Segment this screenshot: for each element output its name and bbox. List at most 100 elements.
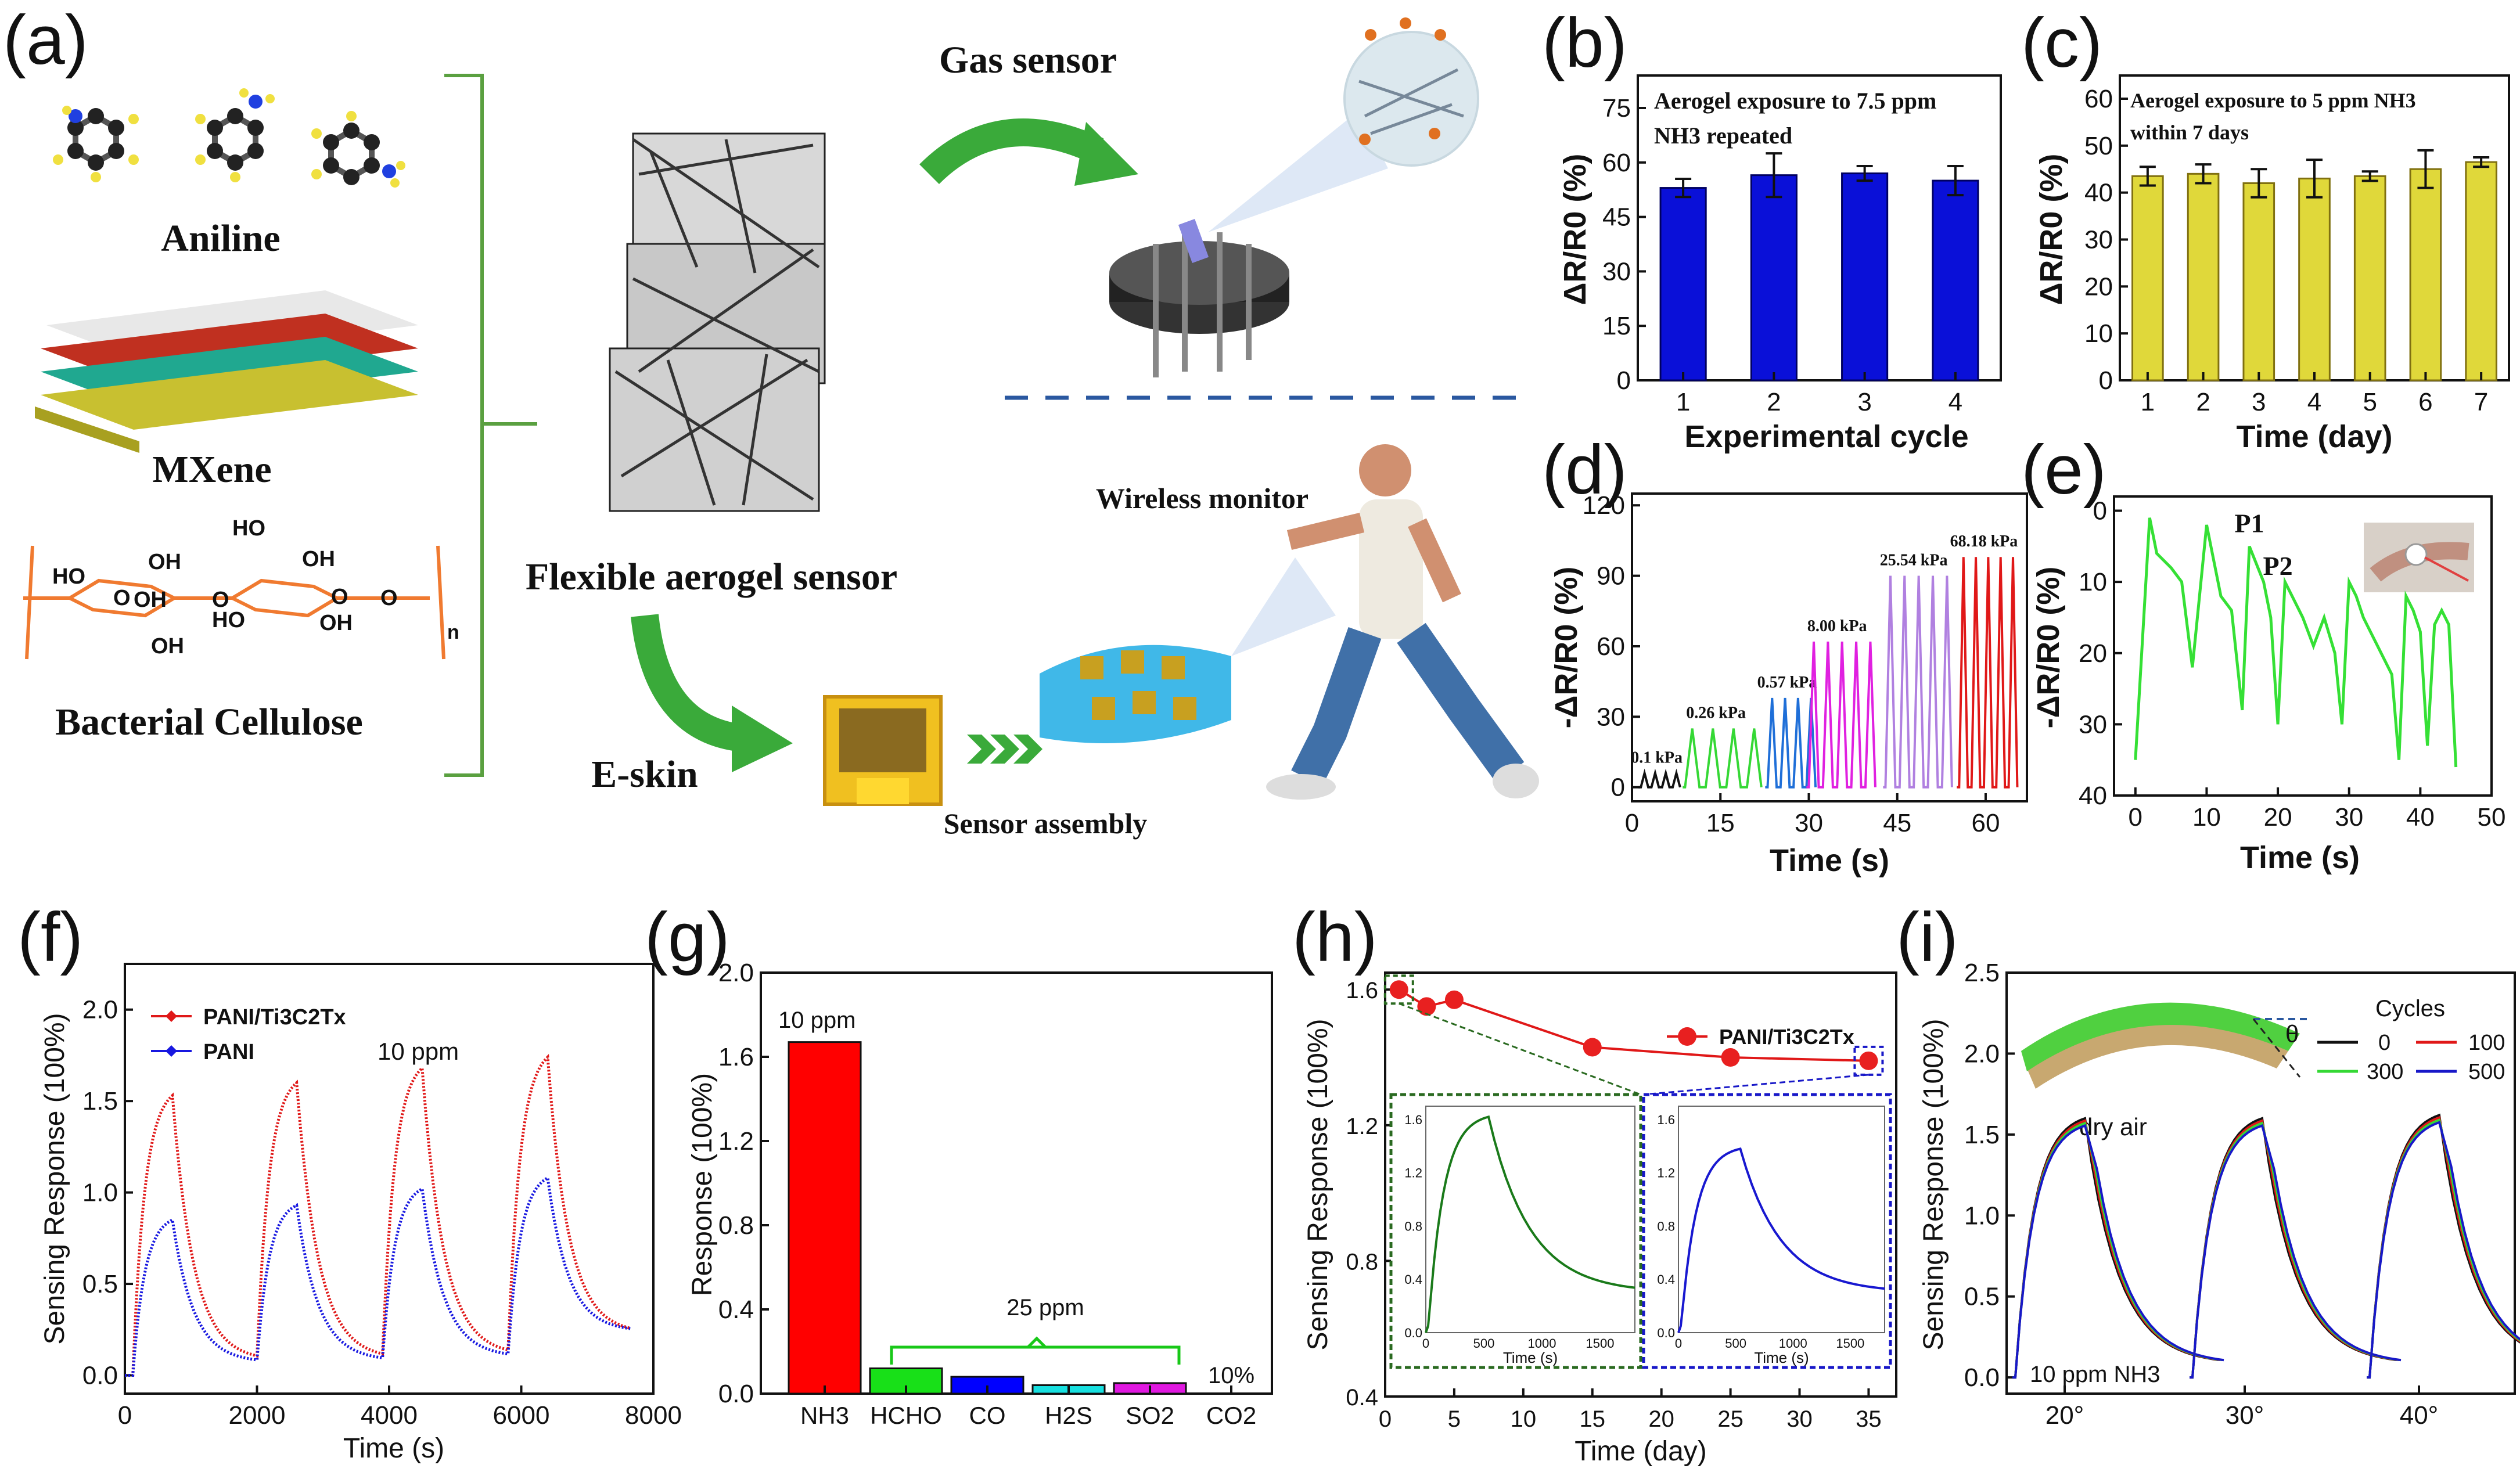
bar — [2131, 175, 2164, 382]
data-point — [1583, 1038, 1602, 1057]
y-tick-label: 0.0 — [82, 1362, 118, 1390]
x-tick-label: HCHO — [870, 1402, 942, 1429]
y-axis-label: Response (100%) — [687, 1073, 718, 1296]
x-tick-label: 2000 — [229, 1401, 286, 1430]
x-tick-label: 50 — [2478, 803, 2506, 832]
x-tick-label: 5 — [1448, 1406, 1461, 1432]
chart-frame — [2113, 495, 2493, 797]
x-tick-label: 20 — [2264, 803, 2292, 832]
bar — [788, 1041, 862, 1395]
gas-sensor-device-icon — [1109, 17, 1479, 377]
x-tick-label: 0 — [1675, 1336, 1682, 1351]
panel-b: (b) Aerogel exposure to 7.5 ppm NH3 repe… — [1542, 4, 2002, 454]
chart-frame — [1637, 74, 2002, 382]
aerogel-cube-icon — [609, 132, 826, 512]
chart-plot: 0.0 0.5 1.0 1.5 2.0 0 2000 4000 6000 8000 PANI/Ti3… — [82, 996, 682, 1430]
panel-c: (c) Aerogel exposure to 5 ppm NH3 within… — [2021, 4, 2510, 454]
bar — [2298, 177, 2331, 382]
legend-label: 500 — [2468, 1060, 2505, 1084]
x-tick-label: 20° — [2046, 1401, 2084, 1430]
x-tick-label: 30 — [1786, 1406, 1813, 1432]
y-tick-label: 0.0 — [1404, 1326, 1422, 1340]
panel-f: (f) Time (s) Sensing Response (100%) 10 … — [17, 898, 682, 1464]
bar — [1750, 174, 1798, 382]
sensor-assembly-icon — [1040, 645, 1231, 743]
data-label: 0.26 kPa — [1686, 704, 1746, 722]
data-point — [1721, 1048, 1740, 1067]
chart-plot: 0.0 0.5 1.0 1.5 2.0 2.5 20° 30° 40° — [1964, 959, 2520, 1430]
panel-i: (i) Sensing Response (100%) θ Cycles 0 1… — [1896, 898, 2520, 1430]
chart-plot: 0 10 20 30 40 50 60 1 2 3 4 5 6 7 — [2084, 85, 2497, 416]
x-axis-label: Experimental cycle — [1684, 419, 1968, 454]
chart-plot: 0 10 20 30 40 0 10 20 30 40 50 P1 P2 — [2079, 497, 2505, 832]
aniline-molecule-icon — [195, 88, 275, 182]
group-bracket — [890, 1336, 1181, 1365]
aniline-molecule-icon — [53, 106, 139, 182]
y-tick-label: 0.0 — [1657, 1326, 1675, 1340]
legend: PANI/Ti3C2Tx — [1667, 1025, 1854, 1049]
data-point — [1444, 990, 1464, 1009]
y-tick-label: 0 — [2099, 366, 2113, 395]
legend-label: PANI — [203, 1040, 254, 1064]
bent-sensor-icon: θ — [2021, 1002, 2312, 1089]
legend-label: PANI/Ti3C2Tx — [1719, 1025, 1854, 1049]
x-tick-label: 40 — [2406, 803, 2435, 832]
x-tick-label: 1500 — [1836, 1336, 1864, 1351]
y-axis-label: -ΔR/R0 (%) — [1549, 567, 1584, 729]
angle-label: θ — [2285, 1020, 2299, 1048]
bar — [2465, 161, 2497, 382]
panel-label-a: (a) — [3, 1, 88, 79]
y-tick-label: 30 — [1602, 257, 1631, 286]
inset-x-label: Time (s) — [1754, 1349, 1809, 1366]
x-tick-label: 4 — [1949, 388, 1962, 416]
y-tick-label: 20 — [2084, 272, 2113, 301]
cellulose-atom-label: OH — [148, 550, 181, 574]
y-tick-label: 90 — [1597, 562, 1625, 591]
y-tick-label: 0.4 — [718, 1295, 754, 1324]
inset-frame — [1389, 1093, 1642, 1369]
arrow-head-icon — [732, 706, 793, 772]
y-tick-label: 0 — [1617, 366, 1631, 395]
cellulose-atom-label: HO — [232, 516, 265, 541]
x-tick-label: 10 — [2192, 803, 2221, 832]
cellulose-atom-label: O — [113, 586, 131, 610]
chart-title-line2: within 7 days — [2130, 121, 2249, 144]
series-line — [2367, 1118, 2520, 1379]
y-tick-label: 45 — [1602, 203, 1631, 232]
legend-label: 300 — [2367, 1060, 2403, 1084]
data-label: 0.1 kPa — [1631, 748, 1683, 766]
x-tick-label: 30 — [1795, 809, 1823, 837]
legend-marker — [166, 1045, 177, 1057]
panel-g: (g) Response (100%) 10 ppm 25 ppm 10% 0.… — [645, 898, 1273, 1429]
bar — [1932, 179, 1979, 382]
chart-frame — [1384, 971, 1897, 1398]
x-tick-label: NH3 — [800, 1402, 849, 1429]
y-tick-label: 0 — [1611, 773, 1625, 802]
bar — [1841, 172, 1889, 382]
x-axis-label: Time (s) — [1770, 843, 1889, 878]
x-tick-label: 10 — [1511, 1406, 1537, 1432]
y-tick-label: 0.4 — [1346, 1385, 1378, 1410]
y-axis-label: Sensing Response (100%) — [39, 1013, 70, 1344]
inset-axes — [1425, 1106, 1635, 1333]
y-tick-label: 0.8 — [1657, 1219, 1675, 1233]
cellulose-atom-label: OH — [319, 611, 353, 635]
runner-figure-icon — [1266, 444, 1539, 800]
series-line — [125, 1175, 631, 1377]
x-tick-label: SO2 — [1126, 1402, 1174, 1429]
y-tick-label: 60 — [1602, 149, 1631, 177]
x-tick-label: 1000 — [1528, 1336, 1556, 1351]
y-tick-label: 1.2 — [718, 1127, 754, 1156]
data-point — [1417, 997, 1436, 1016]
panel-label-d: (d) — [1542, 431, 1627, 509]
y-tick-label: 0.0 — [718, 1380, 754, 1408]
nh3-note: 10 ppm NH3 — [2030, 1362, 2160, 1387]
x-tick-label: 20 — [1648, 1406, 1674, 1432]
x-tick-label: 0 — [2129, 803, 2142, 832]
legend-label: 100 — [2468, 1031, 2505, 1055]
y-tick-label: 1.2 — [1657, 1166, 1675, 1181]
y-tick-label: 2.0 — [718, 959, 754, 987]
panel-label-b: (b) — [1542, 4, 1627, 82]
mxene-label: MXene — [152, 448, 271, 491]
